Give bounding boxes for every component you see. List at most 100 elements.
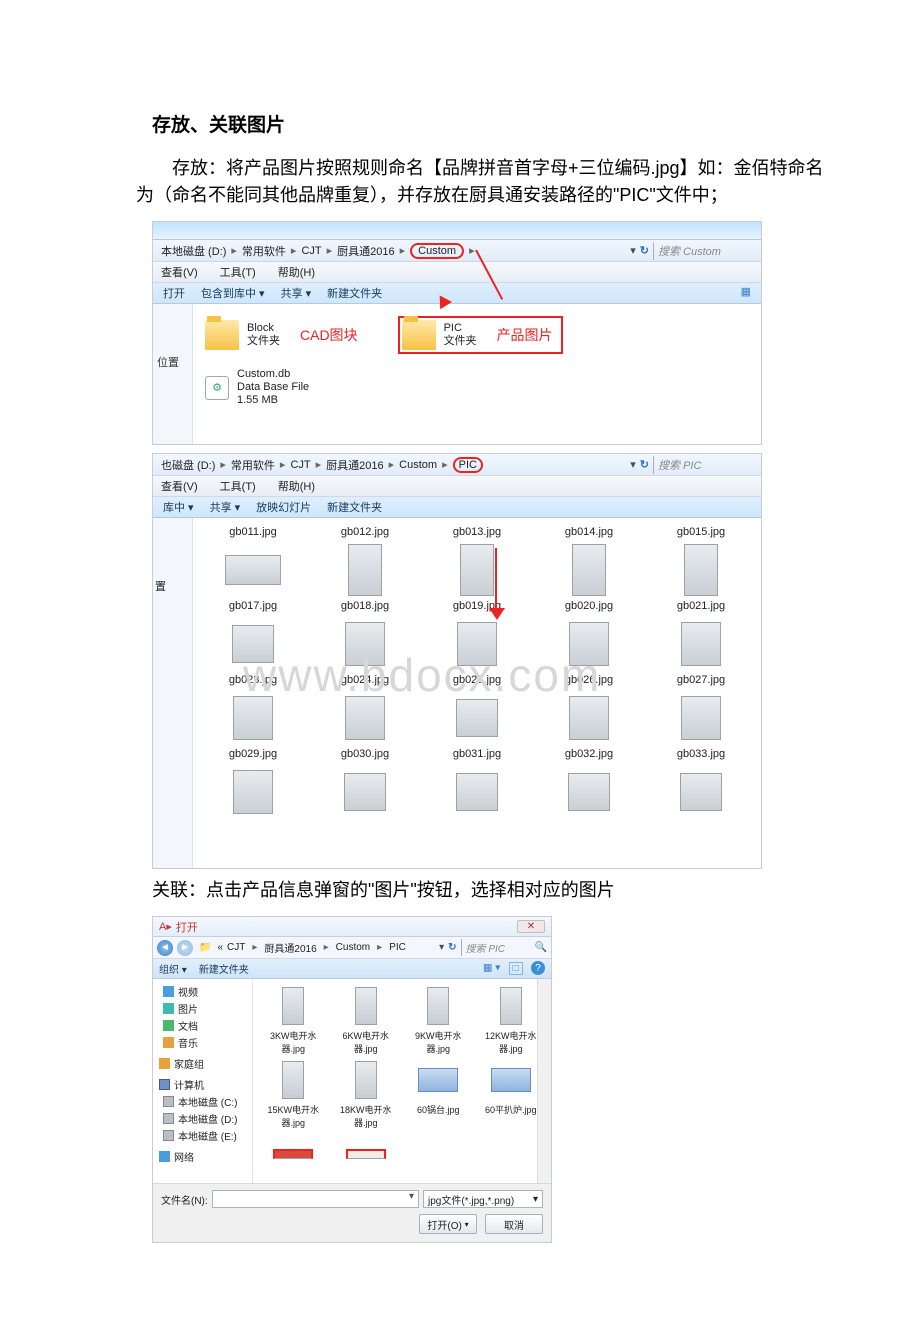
address-bar[interactable]: 也磁盘 (D:)▸ 常用软件▸ CJT▸ 厨具通2016▸ Custom▸ PI… [153,454,761,476]
thumbnail-item[interactable]: gb033.jpg [647,748,755,820]
thumbnail-item[interactable]: 3KW电开水器.jpg [259,985,328,1055]
crumb[interactable]: CJT [301,245,321,257]
crumb[interactable]: CJT [227,942,245,953]
address-bar[interactable]: ◄ ► 📁 « CJT▸ 厨具通2016▸ Custom▸ PIC ▾ ↻ 搜索… [153,937,551,959]
thumbnail-item[interactable]: gb021.jpg [647,600,755,672]
tool-open[interactable]: 打开 [163,285,185,301]
tree-item[interactable]: 本地磁盘 (C:) [157,1093,248,1110]
search-icon[interactable]: 🔍 [535,942,547,953]
thumbnail-item[interactable]: gb013.jpg [423,526,531,598]
thumbnail-item[interactable]: gb031.jpg [423,748,531,820]
tool-newfolder[interactable]: 新建文件夹 [199,961,249,976]
menu-view[interactable]: 查看(V) [161,478,198,494]
crumb[interactable]: 本地磁盘 (D:) [161,243,226,259]
nav-forward-icon[interactable]: ► [177,940,193,956]
thumbnail-item[interactable]: gb024.jpg [311,674,419,746]
refresh-icon[interactable]: ↻ [448,942,456,953]
tree-item[interactable]: 家庭组 [157,1055,248,1072]
folder-block[interactable]: Block 文件夹 CAD图块 [205,316,358,354]
thumbnail-item[interactable]: 18KW电开水器.jpg [332,1059,401,1129]
crumb[interactable]: 常用软件 [231,457,275,473]
filename-input[interactable]: ▾ [212,1190,419,1208]
search-input[interactable]: 搜索 PIC [461,939,531,956]
tool-slideshow[interactable]: 放映幻灯片 [256,499,311,515]
menu-tools[interactable]: 工具(T) [220,478,256,494]
thumbnail-item[interactable]: 60锅台.jpg [404,1059,473,1129]
crumb[interactable]: Custom [336,942,370,953]
refresh-icon[interactable]: ↻ [640,458,649,471]
search-input[interactable]: 搜索 PIC [653,456,753,474]
crumb[interactable]: 厨具通2016 [264,940,316,955]
crumb[interactable]: PIC [389,942,406,953]
preview-icon[interactable]: □ [509,962,523,975]
thumbnail-item[interactable]: 6KW电开水器.jpg [332,985,401,1055]
crumb[interactable]: 厨具通2016 [326,457,383,473]
menu-help[interactable]: 帮助(H) [278,264,315,280]
help-icon[interactable]: ? [531,961,545,975]
tool-include[interactable]: 库中 ▾ [163,499,194,515]
cancel-button[interactable]: 取消 [485,1214,543,1234]
thumbnail-item[interactable]: 12KW电开水器.jpg [477,985,546,1055]
thumbnail-item-partial[interactable] [332,1133,401,1177]
crumb[interactable]: « [217,942,223,953]
crumb[interactable]: 常用软件 [242,243,286,259]
thumbnail-item[interactable]: gb017.jpg [199,600,307,672]
search-input[interactable]: 搜索 Custom [653,242,753,260]
menu-help[interactable]: 帮助(H) [278,478,315,494]
nav-back-icon[interactable]: ◄ [157,940,173,956]
thumbnail-item[interactable]: gb011.jpg [199,526,307,598]
chevron-down-icon[interactable]: ▾ [630,458,636,471]
crumb[interactable]: CJT [290,459,310,471]
file-customdb[interactable]: ⚙ Custom.db Data Base File 1.55 MB [205,368,749,408]
tree-item[interactable]: 本地磁盘 (D:) [157,1110,248,1127]
view-mode-icon[interactable]: ▦ ▾ [483,963,500,974]
thumbnail-item[interactable]: gb018.jpg [311,600,419,672]
thumbnail-item[interactable]: gb029.jpg [199,748,307,820]
tree-item[interactable]: 图片 [157,1000,248,1017]
tree-item[interactable]: 文档 [157,1017,248,1034]
thumbnail-item[interactable]: gb030.jpg [311,748,419,820]
thumbnail-item[interactable]: gb032.jpg [535,748,643,820]
open-button[interactable]: 打开(O) ▾ [419,1214,477,1234]
chevron-down-icon[interactable]: ▾ [439,942,444,953]
tree-item[interactable]: 视频 [157,983,248,1000]
tool-organize[interactable]: 组织 ▾ [159,961,187,976]
tree-item[interactable]: 计算机 [157,1076,248,1093]
tool-share[interactable]: 共享 ▾ [210,499,241,515]
thumbnail-item-partial[interactable] [259,1133,328,1177]
tree-item[interactable]: 本地磁盘 (E:) [157,1127,248,1144]
crumb[interactable]: Custom [399,459,437,471]
address-bar[interactable]: 本地磁盘 (D:)▸ 常用软件▸ CJT▸ 厨具通2016▸ Custom▸ ▾… [153,240,761,262]
thumbnail-item[interactable]: gb020.jpg [535,600,643,672]
thumbnail-item[interactable]: gb025.jpg [423,674,531,746]
folder-pic[interactable]: PIC 文件夹 产品图片 [398,316,563,354]
thumbnail-item[interactable]: gb014.jpg [535,526,643,598]
view-mode-icon[interactable]: ▦ [741,285,751,301]
close-button[interactable]: ✕ [517,920,545,933]
thumbnail-item[interactable]: 60平扒炉.jpg [477,1059,546,1129]
filetype-select[interactable]: jpg文件(*.jpg,*.png) ▾ [423,1190,543,1208]
tool-newfolder[interactable]: 新建文件夹 [327,285,382,301]
menu-tools[interactable]: 工具(T) [220,264,256,280]
tree-item[interactable]: 音乐 [157,1034,248,1051]
tool-newfolder[interactable]: 新建文件夹 [327,499,382,515]
thumbnail-item[interactable]: gb019.jpg [423,600,531,672]
thumbnail-item[interactable]: gb026.jpg [535,674,643,746]
scrollbar[interactable] [537,979,551,1183]
refresh-icon[interactable]: ↻ [640,244,649,257]
thumbnail-item[interactable]: gb023.jpg [199,674,307,746]
crumb[interactable]: 也磁盘 (D:) [161,457,215,473]
menu-view[interactable]: 查看(V) [161,264,198,280]
tree-item[interactable]: 网络 [157,1148,248,1165]
crumb-highlighted[interactable]: PIC [453,457,483,473]
thumbnail-item[interactable]: 9KW电开水器.jpg [404,985,473,1055]
crumb-highlighted[interactable]: Custom [410,243,464,259]
thumbnail-item[interactable]: gb015.jpg [647,526,755,598]
crumb[interactable]: 厨具通2016 [337,243,394,259]
thumbnail-item[interactable]: 15KW电开水器.jpg [259,1059,328,1129]
thumbnail-item[interactable]: gb012.jpg [311,526,419,598]
tool-include[interactable]: 包含到库中 ▾ [201,285,265,301]
chevron-down-icon[interactable]: ▾ [630,244,636,257]
tool-share[interactable]: 共享 ▾ [281,285,312,301]
thumbnail-item[interactable]: gb027.jpg [647,674,755,746]
